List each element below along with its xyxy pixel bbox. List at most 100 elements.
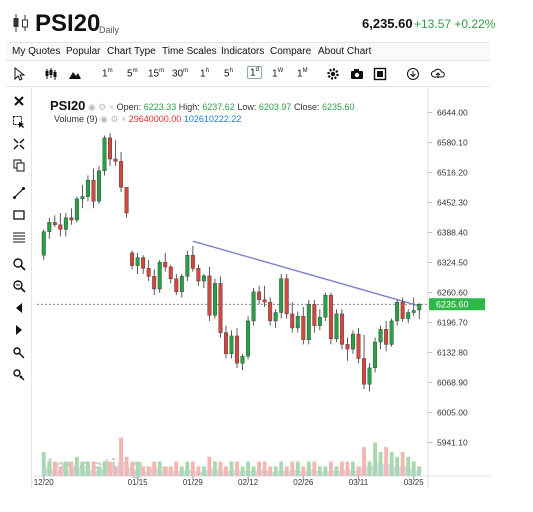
rectangle-tool-icon[interactable] bbox=[12, 208, 26, 222]
magnet-icon[interactable] bbox=[12, 346, 26, 360]
gear-icon[interactable] bbox=[326, 67, 340, 81]
menu-compare[interactable]: Compare bbox=[270, 46, 312, 57]
candle bbox=[301, 316, 306, 340]
interval-label: Daily bbox=[99, 25, 120, 35]
mountain-icon[interactable] bbox=[68, 67, 82, 81]
candle bbox=[212, 283, 217, 316]
candle bbox=[328, 294, 333, 339]
candle bbox=[411, 310, 416, 313]
zoom-out-icon[interactable] bbox=[12, 279, 26, 293]
candle bbox=[74, 198, 79, 221]
menu-time-scales[interactable]: Time Scales bbox=[162, 46, 217, 57]
volume-bar bbox=[240, 466, 245, 476]
volume-bar bbox=[124, 456, 129, 476]
candle bbox=[268, 301, 273, 322]
menu-chart-type[interactable]: Chart Type bbox=[107, 46, 156, 57]
menu-my-quotes[interactable]: My Quotes bbox=[12, 46, 61, 57]
legend-symbol: PSI20 bbox=[50, 98, 86, 113]
upload-icon[interactable] bbox=[431, 67, 445, 81]
cursor-icon[interactable] bbox=[12, 67, 26, 81]
x-tick-year: 2024 bbox=[129, 487, 147, 488]
tf-5h[interactable]: 5h bbox=[224, 68, 233, 80]
fullscreen-icon[interactable] bbox=[373, 67, 387, 81]
x-tick-year: 2023 bbox=[35, 487, 53, 488]
volume-bar bbox=[400, 452, 405, 476]
volume-bar bbox=[97, 466, 101, 476]
candle bbox=[91, 179, 96, 202]
y-tick-label: 6452.30 bbox=[437, 198, 468, 208]
zoom-in-icon[interactable] bbox=[12, 257, 26, 271]
legend-open-label: Open: bbox=[116, 102, 142, 112]
volume-bar bbox=[152, 461, 157, 476]
menu-about-chart[interactable]: About Chart bbox=[318, 46, 372, 57]
volume-bar bbox=[218, 461, 223, 476]
x-tick-label: 03/11 bbox=[349, 478, 369, 487]
x-tick-label: 02/26 bbox=[293, 478, 314, 487]
tf-1mo[interactable]: 1M bbox=[297, 68, 308, 80]
tf-1w[interactable]: 1W bbox=[272, 68, 284, 80]
ohlc-legend: PSI20 ◉ ⚙ × Open: 6223.33 High: 6237.62 … bbox=[50, 98, 355, 113]
candle bbox=[339, 313, 344, 345]
volume-bar bbox=[185, 461, 190, 476]
candle bbox=[185, 255, 190, 277]
candle bbox=[119, 161, 124, 188]
line-tool-icon[interactable] bbox=[12, 186, 26, 200]
price-chart[interactable]: 6644.00 6580.10 6516.20 6452.30 6388.40 6324.… bbox=[33, 88, 490, 488]
candle bbox=[351, 333, 355, 350]
y-tick-label: 6388.40 bbox=[437, 228, 468, 238]
candle bbox=[224, 332, 228, 354]
y-tick-label: 6516.20 bbox=[437, 168, 468, 178]
volume-bar bbox=[207, 456, 212, 476]
candles-icon[interactable] bbox=[44, 67, 58, 81]
candle bbox=[235, 335, 239, 364]
volume-bar bbox=[168, 466, 173, 476]
fibonacci-tool-icon[interactable] bbox=[12, 230, 26, 244]
copy-icon[interactable] bbox=[12, 158, 26, 172]
y-tick-label: 6644.00 bbox=[437, 108, 468, 118]
select-tool-icon[interactable] bbox=[12, 115, 26, 129]
tf-5m[interactable]: 5m bbox=[127, 68, 138, 80]
candlestick-logo-icon bbox=[13, 14, 28, 32]
camera-icon[interactable] bbox=[350, 67, 364, 81]
eye-icon[interactable]: ◉ ⚙ × bbox=[87, 102, 115, 112]
download-icon[interactable] bbox=[406, 67, 420, 81]
volume-settings-icon[interactable]: ◉ ⚙ × bbox=[100, 114, 127, 124]
reset-icon[interactable] bbox=[12, 368, 26, 382]
scroll-right-icon[interactable] bbox=[12, 323, 26, 337]
volume-bar bbox=[179, 466, 184, 476]
tf-1h[interactable]: 1h bbox=[200, 68, 209, 80]
volume-bar bbox=[108, 461, 112, 476]
tf-15m[interactable]: 15m bbox=[148, 68, 165, 80]
close-icon[interactable] bbox=[12, 94, 26, 108]
tf-1m[interactable]: 1m bbox=[102, 68, 113, 80]
price-tag-label: 6235.60 bbox=[436, 300, 469, 310]
volume-bar bbox=[411, 461, 416, 476]
volume-legend: Volume (9) ◉ ⚙ × 29640000.00 102610222.2… bbox=[54, 114, 241, 125]
menu-indicators[interactable]: Indicators bbox=[221, 46, 265, 57]
volume-bar bbox=[113, 466, 118, 476]
volume-bar bbox=[279, 461, 284, 476]
last-price: 6,235.60 bbox=[362, 16, 413, 31]
volume-bar bbox=[395, 456, 400, 476]
volume-bar bbox=[190, 461, 195, 476]
tf-1d[interactable]: 1d bbox=[247, 66, 262, 80]
candle bbox=[273, 312, 278, 322]
scroll-left-icon[interactable] bbox=[12, 301, 26, 315]
volume-bar bbox=[389, 452, 394, 476]
menu-popular[interactable]: Popular bbox=[66, 46, 101, 57]
tf-30m[interactable]: 30m bbox=[172, 68, 189, 80]
volume-bar bbox=[351, 461, 355, 476]
candle bbox=[218, 283, 223, 333]
volume-bar bbox=[345, 461, 350, 476]
volume-bar bbox=[135, 461, 140, 476]
candle bbox=[157, 262, 162, 290]
legend-low-label: Low: bbox=[237, 102, 257, 112]
chart-header: PSI20 Daily 6,235.60 +13.57 +0.22% bbox=[0, 0, 533, 42]
candle bbox=[141, 257, 146, 269]
crosshair-tool-icon[interactable] bbox=[12, 137, 26, 151]
candle bbox=[52, 222, 57, 225]
candle bbox=[262, 299, 267, 303]
candle bbox=[124, 186, 129, 214]
candle bbox=[257, 291, 262, 301]
x-tick-label: 03/25 bbox=[404, 478, 425, 487]
